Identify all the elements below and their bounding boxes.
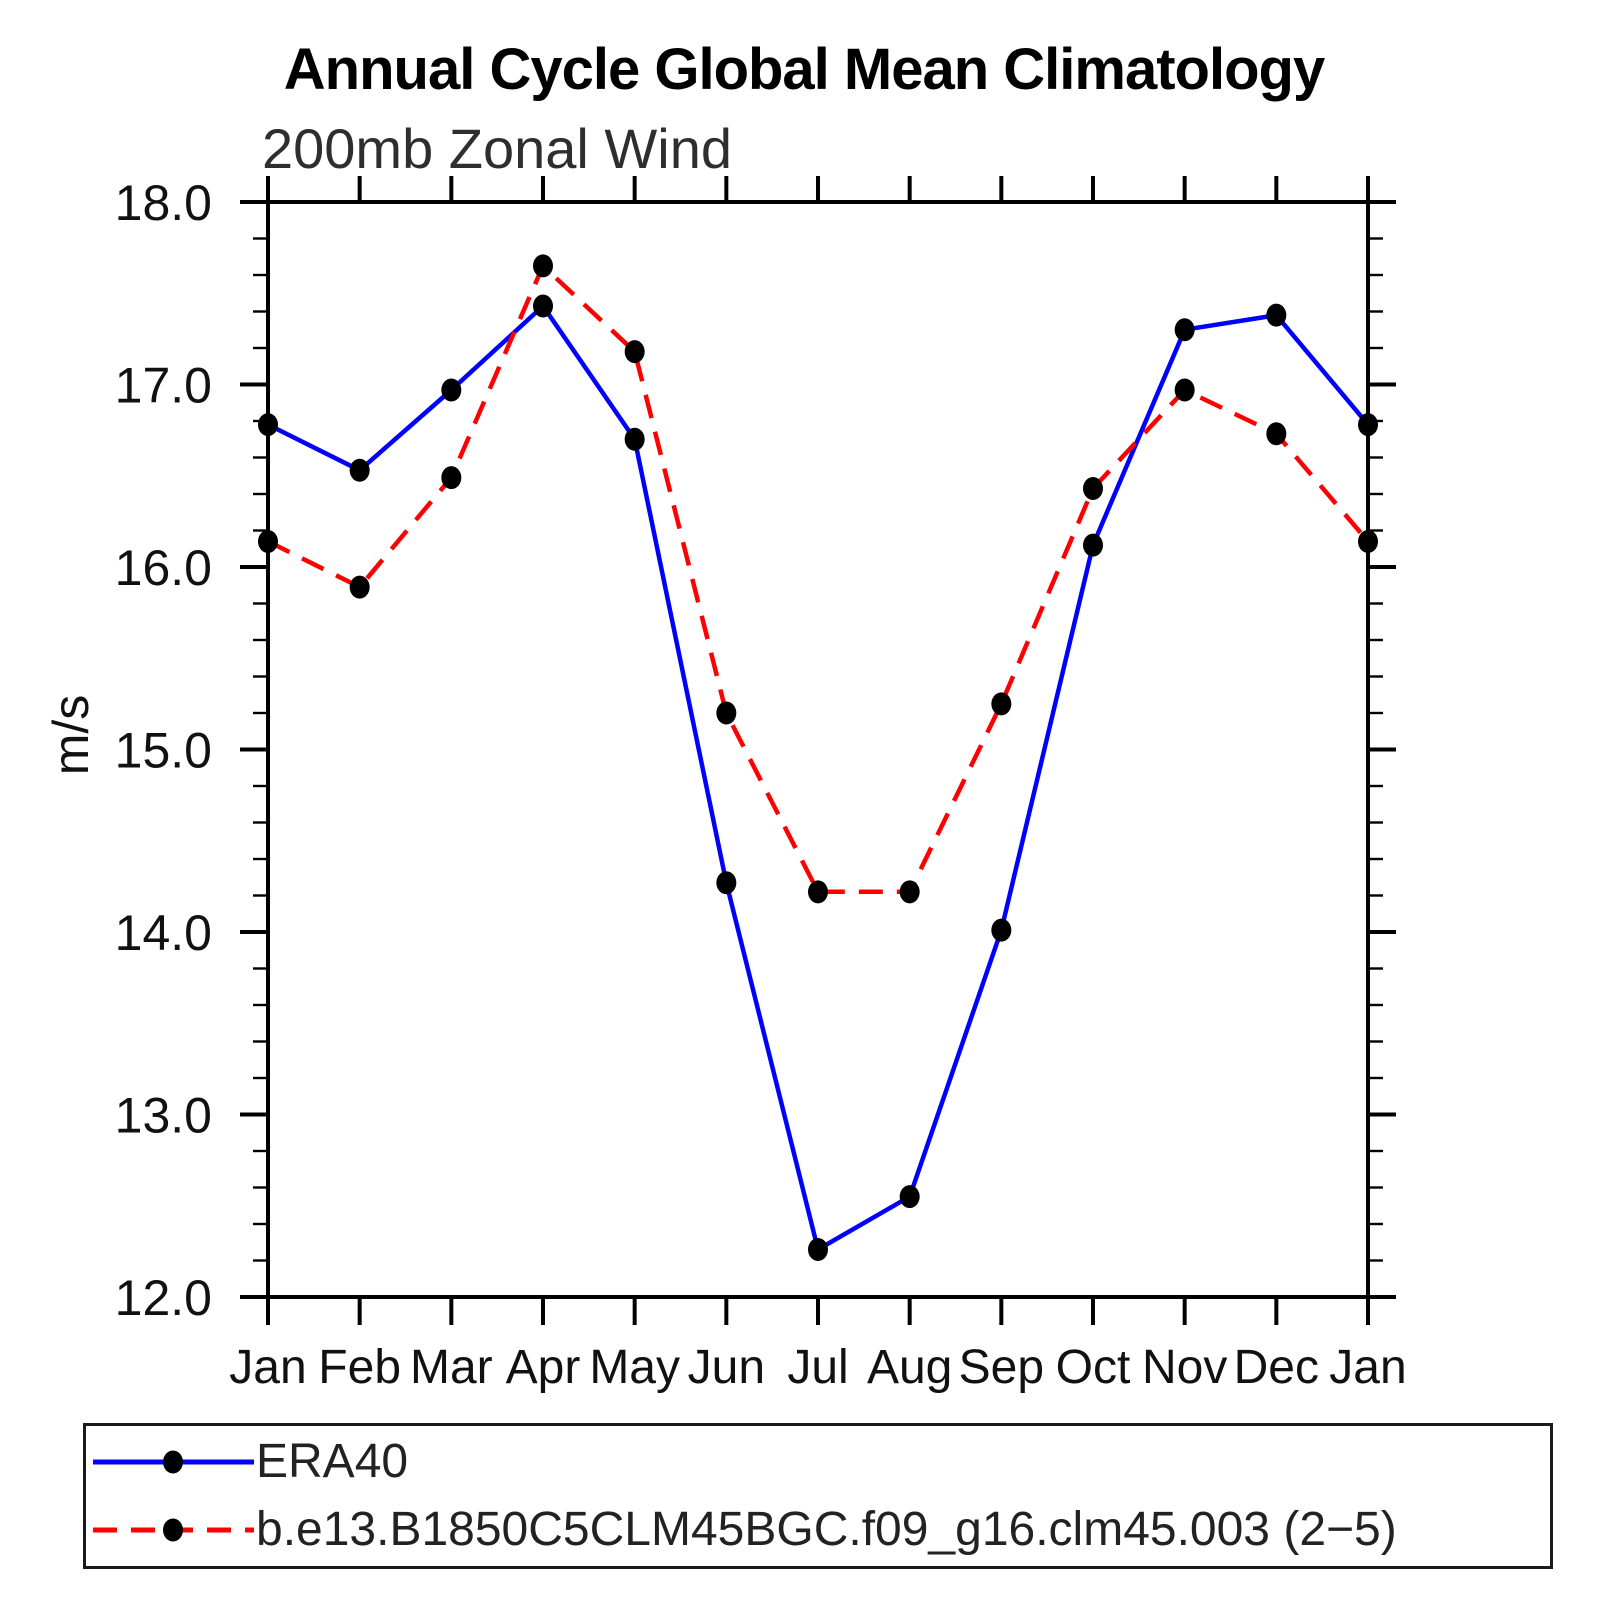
- legend-line-solid-icon: [93, 1450, 254, 1474]
- data-point-marker: [899, 880, 920, 904]
- x-tick-label: Nov: [1142, 1341, 1227, 1394]
- x-tick-label: Oct: [1056, 1341, 1131, 1394]
- data-point-marker: [808, 1238, 828, 1262]
- data-point-marker: [533, 254, 553, 278]
- legend-label-model: b.e13.B1850C5CLM45BGC.f09_g16.clm45.003 …: [256, 1503, 1397, 1556]
- data-point-marker: [258, 529, 278, 553]
- y-tick-label: 16.0: [115, 540, 212, 596]
- data-point-marker: [1083, 477, 1103, 501]
- x-tick-label: Apr: [506, 1341, 581, 1394]
- legend: ERA40 b.e13.B1850C5CLM45BGC.f09_g16.clm4…: [83, 1423, 1553, 1569]
- series-line-era40: [266, 303, 1370, 1252]
- data-point-marker: [716, 871, 737, 895]
- data-point-marker: [991, 918, 1012, 942]
- data-point-marker: [1358, 529, 1378, 553]
- legend-label-era40: ERA40: [256, 1435, 409, 1488]
- x-tick-label: Sep: [959, 1341, 1044, 1394]
- data-point-marker: [349, 575, 370, 599]
- plot-frame: [266, 200, 1370, 1299]
- data-point-marker: [716, 701, 737, 725]
- x-tick-label: Jan: [229, 1341, 306, 1394]
- legend-item-model: b.e13.B1850C5CLM45BGC.f09_g16.clm45.003 …: [91, 1504, 1550, 1556]
- data-point-marker: [1174, 378, 1195, 402]
- data-point-marker: [533, 294, 553, 318]
- x-tick-label: Aug: [867, 1341, 952, 1394]
- x-tick-label: Dec: [1234, 1341, 1319, 1394]
- data-point-marker: [258, 413, 278, 437]
- data-point-marker: [349, 458, 370, 482]
- y-tick-label: 14.0: [115, 905, 212, 961]
- legend-line-dashed-icon: [93, 1518, 254, 1542]
- data-point-marker: [624, 340, 645, 364]
- y-tick-label: 17.0: [115, 358, 212, 414]
- data-point-marker: [1083, 533, 1103, 557]
- x-tick-label: Jun: [688, 1341, 765, 1394]
- x-tick-label: Jul: [787, 1341, 848, 1394]
- x-tick-label: May: [589, 1341, 680, 1394]
- data-point-marker: [441, 378, 462, 402]
- y-axis-label: m/s: [43, 695, 99, 776]
- x-tick-label: Feb: [318, 1341, 401, 1394]
- chart-title: Annual Cycle Global Mean Climatology: [283, 37, 1325, 102]
- chart-subtitle: 200mb Zonal Wind: [262, 117, 733, 180]
- legend-item-era40: ERA40: [91, 1436, 1550, 1488]
- data-point-marker: [1266, 422, 1287, 446]
- series-line-model: [266, 263, 1370, 895]
- data-point-marker: [624, 427, 645, 451]
- data-point-marker: [899, 1185, 920, 1209]
- x-tick-label: Jan: [1329, 1341, 1406, 1394]
- y-tick-label: 15.0: [115, 723, 212, 779]
- y-tick-label: 12.0: [115, 1270, 212, 1326]
- data-point-marker: [991, 692, 1012, 716]
- data-point-marker: [441, 466, 462, 490]
- y-tick-label: 13.0: [115, 1088, 212, 1144]
- data-point-marker: [808, 880, 828, 904]
- y-tick-label: 18.0: [115, 175, 212, 231]
- data-point-marker: [1266, 303, 1287, 327]
- x-tick-label: Mar: [410, 1341, 493, 1394]
- data-point-marker: [1174, 318, 1195, 342]
- data-point-marker: [1358, 413, 1378, 437]
